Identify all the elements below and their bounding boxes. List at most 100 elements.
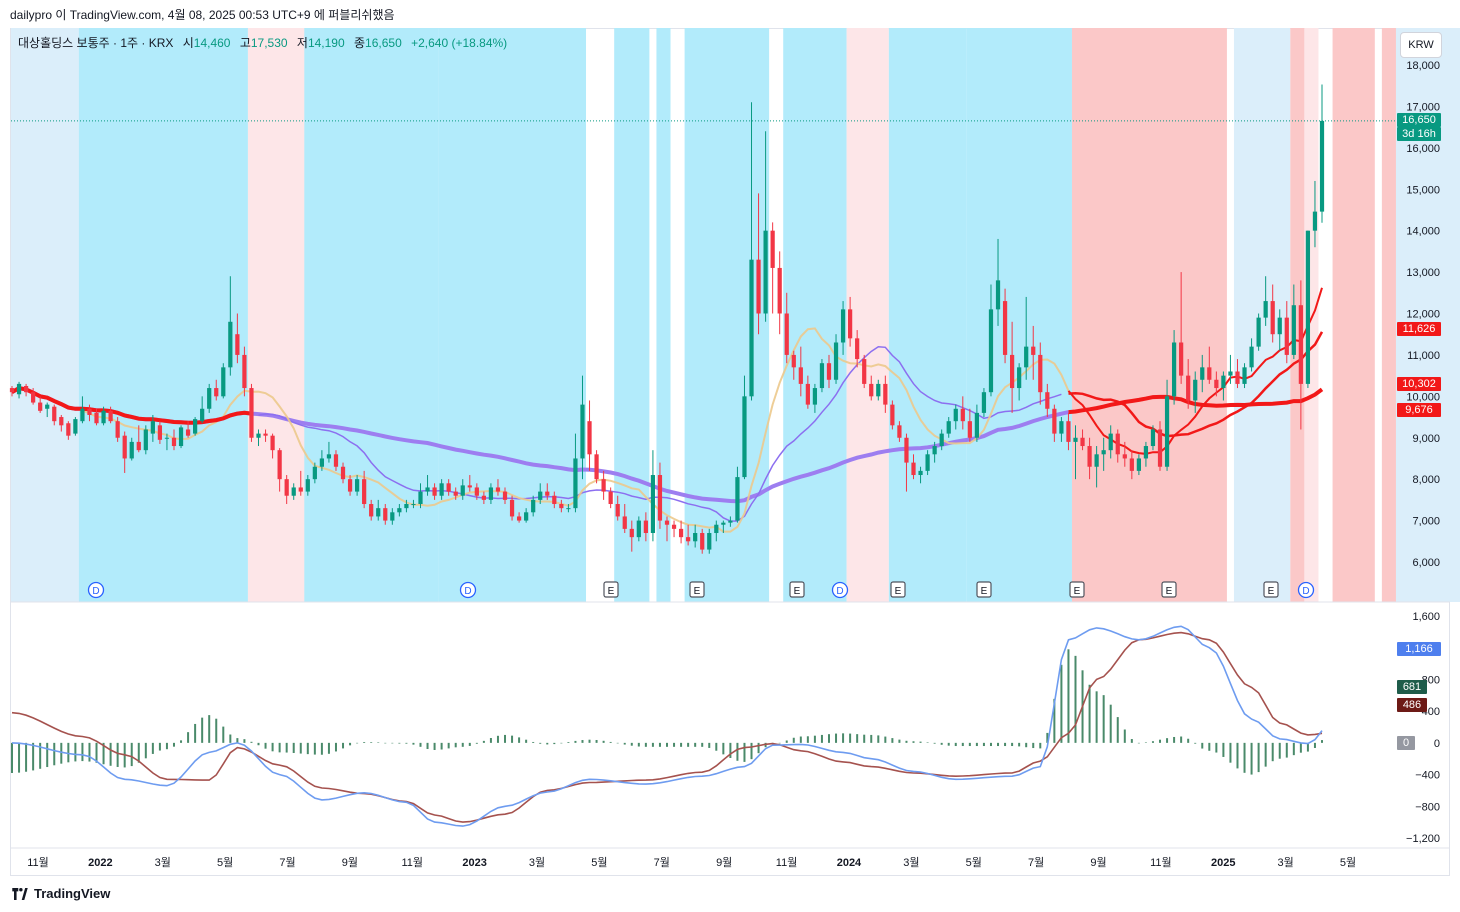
candle-body	[566, 508, 571, 510]
candle-body	[108, 410, 113, 422]
histogram-bar	[1137, 742, 1140, 744]
candle-body	[925, 454, 930, 471]
candle-body	[263, 433, 268, 436]
histogram-bar	[1166, 738, 1169, 743]
candle-body	[1221, 375, 1226, 389]
currency-button[interactable]: KRW	[1400, 32, 1442, 58]
histogram-bar	[806, 736, 809, 743]
histogram-bar	[454, 742, 457, 748]
candle-body	[101, 410, 106, 424]
regime-band	[656, 28, 671, 602]
candle-body	[157, 425, 163, 440]
histogram-bar	[588, 739, 591, 743]
earnings-marker-label: E	[694, 586, 701, 597]
time-tick-label: 7월	[1028, 856, 1044, 869]
candle-body	[214, 388, 219, 397]
candle-body	[833, 342, 839, 380]
candle-body	[115, 421, 120, 438]
histogram-bar	[11, 742, 13, 773]
candle-body	[284, 479, 289, 496]
macd-tick-label: 1,600	[1412, 611, 1440, 623]
candle-body	[94, 412, 99, 424]
regime-band	[888, 28, 967, 602]
candle-body	[1179, 342, 1184, 376]
histogram-bar	[447, 742, 450, 749]
histogram-bar	[1151, 741, 1154, 743]
low-label: 저	[296, 36, 308, 50]
candle-body	[988, 309, 994, 393]
candle-body	[756, 259, 761, 314]
candle-body	[1164, 396, 1170, 467]
histogram-bar	[60, 742, 63, 764]
histogram-bar	[968, 742, 971, 747]
zero-tag: 0	[1397, 736, 1415, 750]
histogram-bar	[701, 742, 704, 747]
close-value: 16,650	[365, 36, 402, 50]
time-tick-label: 11월	[27, 856, 49, 869]
candle-body	[439, 483, 444, 496]
histogram-bar	[1018, 742, 1021, 747]
candle-body	[129, 441, 134, 459]
change-value: +2,640 (+18.84%)	[411, 36, 508, 50]
regime-band	[11, 28, 89, 602]
footer-brand[interactable]: TradingView	[10, 886, 110, 901]
histogram-bar	[609, 741, 612, 743]
histogram-bar	[1088, 684, 1091, 743]
histogram-bar	[757, 742, 760, 754]
candle-body	[869, 383, 874, 397]
histogram-bar	[1060, 664, 1063, 743]
price-tick-label: 13,000	[1406, 267, 1440, 279]
candle-body	[66, 423, 71, 436]
candle-body	[1066, 421, 1071, 442]
histogram-bar	[180, 740, 183, 743]
histogram-bar	[496, 735, 499, 743]
histogram-bar	[194, 723, 197, 743]
open-label: 시	[182, 36, 194, 50]
ma-long-red-line	[10, 385, 252, 425]
histogram-bar	[327, 742, 330, 754]
candle-body	[242, 354, 247, 389]
histogram-bar	[363, 742, 366, 743]
earnings-marker-icon	[890, 581, 906, 598]
price-tick-label: 15,000	[1406, 184, 1440, 196]
histogram-bar	[440, 742, 443, 750]
candle-body	[354, 479, 360, 492]
histogram-bar	[842, 733, 845, 743]
histogram-bar	[1074, 655, 1077, 743]
candle-body	[305, 479, 310, 492]
histogram-bar	[1215, 742, 1218, 753]
candle-body	[700, 533, 705, 550]
symbol-legend: 대상홀딩스 보통주 · 1주 · KRX 시14,460 고17,530 저14…	[18, 34, 507, 51]
candle-body	[277, 450, 282, 480]
histogram-bar	[560, 742, 563, 744]
histogram-bar	[1025, 742, 1028, 748]
histogram-bar	[102, 742, 105, 765]
histogram-bar	[1116, 717, 1119, 743]
histogram-bar	[595, 739, 598, 743]
histogram-bar	[961, 742, 964, 747]
candle-body	[707, 533, 712, 550]
price-tick-label: 9,000	[1412, 433, 1440, 445]
candle-body	[1052, 408, 1057, 434]
dividend-marker-label: D	[1302, 586, 1309, 597]
histogram-bar	[172, 742, 175, 747]
candle-body	[1214, 379, 1219, 389]
candle-body	[1277, 317, 1282, 335]
candle-body	[1228, 371, 1233, 376]
histogram-bar	[813, 735, 816, 743]
histogram-bar	[651, 742, 654, 747]
candle-body	[538, 491, 543, 500]
histogram-bar	[243, 739, 246, 743]
candle-body	[383, 508, 388, 521]
candle-body	[1298, 305, 1303, 384]
regime-band	[1304, 28, 1319, 602]
histogram-bar	[109, 742, 112, 766]
candle-body	[411, 504, 416, 506]
histogram-bar	[278, 742, 281, 753]
candle-body	[432, 487, 437, 496]
candle-body	[185, 429, 191, 436]
histogram-bar	[567, 742, 570, 743]
regime-band	[783, 28, 847, 602]
histogram-bar	[1208, 742, 1211, 751]
